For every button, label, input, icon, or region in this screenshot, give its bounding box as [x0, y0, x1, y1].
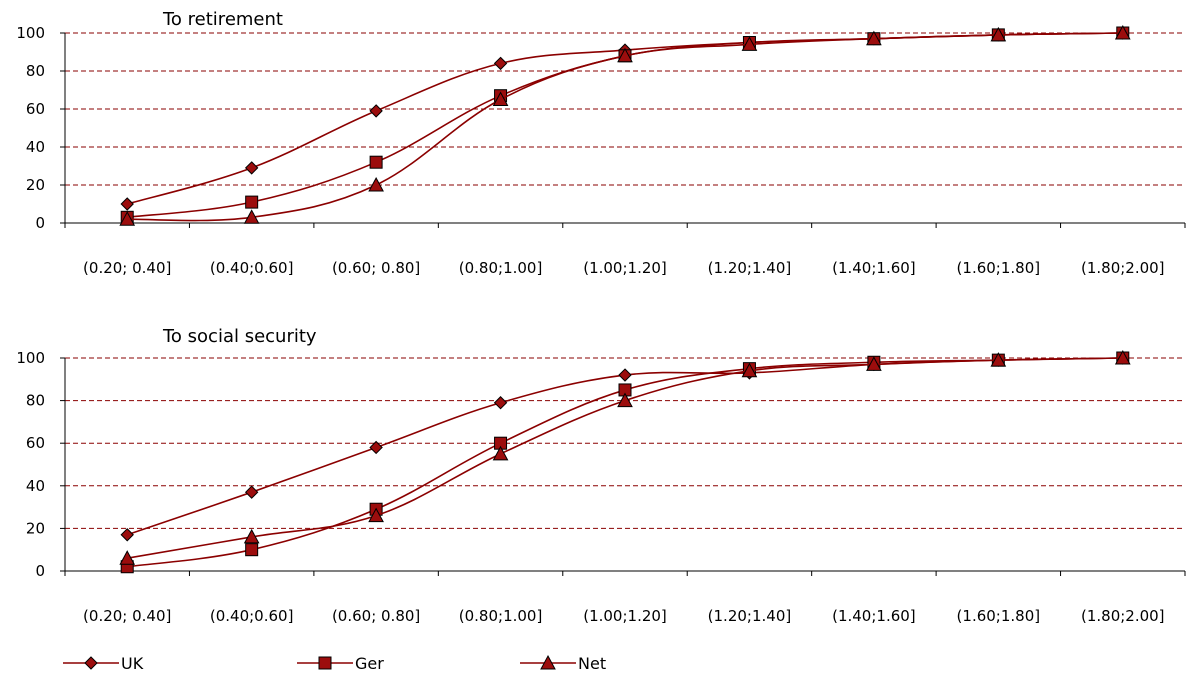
data-point-uk	[244, 485, 259, 499]
legend-label-net: Net	[578, 654, 606, 673]
x-tick-label: (0.60; 0.80]	[332, 607, 420, 625]
data-point-net	[492, 91, 509, 106]
data-point-net	[492, 445, 509, 461]
x-tick-label: (0.80;1.00]	[459, 259, 543, 277]
data-point-net	[990, 26, 1007, 42]
data-point-net	[617, 47, 633, 63]
data-point-net	[368, 507, 384, 523]
data-point-net	[119, 211, 136, 226]
y-tick-label: 20	[26, 176, 45, 194]
y-tick-label: 0	[35, 214, 45, 232]
x-tick-label: (1.40;1.60]	[832, 259, 916, 277]
x-tick-label: (1.80;2.00]	[1081, 607, 1165, 625]
chart-title: To social security	[162, 326, 317, 347]
data-point-net	[119, 550, 136, 565]
data-point-net	[617, 392, 633, 408]
chart-panel-social-security: To social security 0 20 40 60 80 100 (0.20; 0.…	[16, 326, 1186, 625]
y-tick-label: 100	[16, 349, 45, 367]
data-point-net	[243, 209, 260, 224]
y-tick-label: 60	[26, 100, 45, 118]
chart-panel-retirement: To retirement 0 20 40 60 80 100 (0.20; 0.40] (0…	[16, 9, 1186, 277]
x-tick-label: (1.60;1.80]	[957, 607, 1041, 625]
series-net	[119, 349, 1131, 565]
data-point-ger	[369, 155, 383, 169]
y-tick-label: 100	[16, 24, 45, 42]
data-point-net	[866, 30, 882, 46]
legend-label-ger: Ger	[355, 654, 384, 673]
series-net	[119, 24, 1131, 226]
chart-title: To retirement	[162, 9, 283, 30]
data-point-net	[243, 528, 260, 544]
data-point-uk	[369, 440, 383, 455]
x-tick-label: (1.60;1.80]	[957, 259, 1041, 277]
x-tick-label: (0.40;0.60]	[210, 259, 294, 277]
y-tick-label: 80	[26, 62, 45, 80]
data-point-net	[741, 362, 758, 378]
data-point-uk	[493, 56, 508, 71]
legend-marker	[540, 654, 556, 670]
data-point-net	[741, 36, 758, 51]
x-tick-label: (1.40;1.60]	[832, 607, 916, 625]
y-tick-label: 40	[26, 138, 45, 156]
data-point-net	[866, 356, 882, 371]
x-tick-label: (0.40;0.60]	[210, 607, 294, 625]
x-tick-label: (1.20;1.40]	[708, 607, 792, 625]
x-tick-label: (0.20; 0.40]	[83, 259, 171, 277]
data-point-uk	[493, 396, 508, 410]
data-point-uk	[120, 528, 134, 542]
x-tick-label: (1.20;1.40]	[708, 259, 792, 277]
data-point-uk	[120, 197, 134, 211]
y-tick-label: 80	[26, 392, 45, 410]
data-point-net	[1114, 24, 1131, 40]
x-tick-label: (1.80;2.00]	[1081, 259, 1165, 277]
data-point-uk	[618, 368, 632, 382]
legend-marker	[84, 656, 98, 670]
data-point-uk	[369, 104, 383, 118]
legend-label-uk: UK	[121, 654, 144, 673]
x-tick-label: (1.00;1.20]	[583, 607, 667, 625]
x-tick-label: (0.20; 0.40]	[83, 607, 171, 625]
data-point-net	[990, 352, 1007, 367]
y-tick-label: 20	[26, 519, 45, 537]
y-tick-label: 60	[26, 434, 45, 452]
x-tick-label: (0.60; 0.80]	[332, 259, 420, 277]
legend: UK Ger Net	[63, 654, 606, 673]
legend-marker	[318, 656, 332, 670]
data-point-net	[1114, 349, 1131, 365]
y-tick-label: 0	[35, 562, 45, 580]
data-point-ger	[245, 195, 259, 209]
series-uk	[120, 351, 1130, 542]
data-point-uk	[244, 161, 259, 175]
data-point-ger	[245, 543, 259, 557]
data-point-net	[368, 176, 384, 192]
y-tick-label: 40	[26, 477, 45, 495]
series-ger	[120, 351, 1130, 574]
x-tick-label: (1.00;1.20]	[583, 259, 667, 277]
x-tick-label: (0.80;1.00]	[459, 607, 543, 625]
